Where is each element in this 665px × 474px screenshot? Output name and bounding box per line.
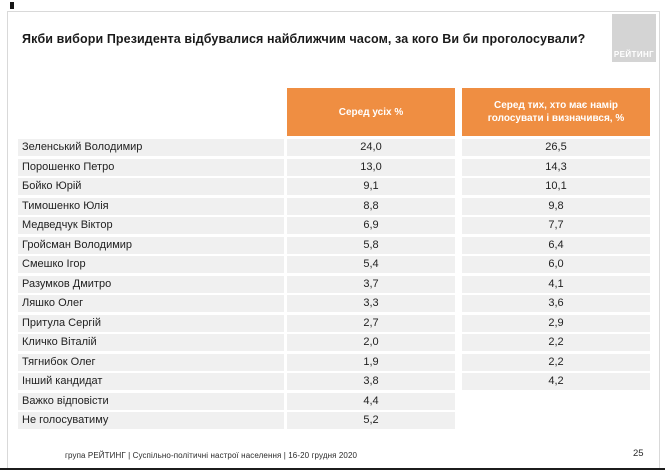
value-among-decided: 3,6 [462,295,650,312]
value-among-all: 3,7 [287,275,455,293]
value-among-decided: 4,2 [462,373,650,390]
table-row: Разумков Дмитро 3,7 4,1 [18,275,650,293]
table-row: Бойко Юрій 9,1 10,1 [18,178,650,195]
value-among-decided: 2,9 [462,314,650,332]
value-among-all: 13,0 [287,158,455,176]
table-row: Порошенко Петро 13,0 14,3 [18,158,650,176]
value-among-decided: 26,5 [462,139,650,156]
column-header-among-decided: Серед тих, хто має намір голосувати і ви… [462,88,650,136]
rating-group-logo: РЕЙТИНГ [612,14,656,62]
candidate-name: Інший кандидат [18,373,284,390]
table-row: Смешко Ігор 5,4 6,0 [18,256,650,273]
value-among-all: 6,9 [287,217,455,234]
corner-mark [10,2,14,9]
candidate-name: Зеленський Володимир [18,139,284,156]
candidate-name: Не голосуватиму [18,412,284,429]
value-among-all: 5,4 [287,256,455,273]
table-row: Гройсман Володимир 5,8 6,4 [18,236,650,254]
page-number: 25 [633,448,644,459]
value-among-decided: 4,1 [462,275,650,293]
value-among-all: 4,4 [287,392,455,410]
value-among-all: 5,8 [287,236,455,254]
table-row: Не голосуватиму 5,2 [18,412,650,429]
table-row: Тягнибок Олег 1,9 2,2 [18,353,650,371]
value-among-decided: 6,4 [462,236,650,254]
value-among-decided: 2,2 [462,334,650,351]
value-among-decided: 2,2 [462,353,650,371]
candidate-name: Разумков Дмитро [18,275,284,293]
candidate-name: Тягнибок Олег [18,353,284,371]
candidate-name: Бойко Юрій [18,178,284,195]
table-row: Кличко Віталій 2,0 2,2 [18,334,650,351]
rating-group-logo-label: РЕЙТИНГ [613,50,655,59]
value-among-all: 5,2 [287,412,455,429]
value-among-decided: 6,0 [462,256,650,273]
candidate-name: Смешко Ігор [18,256,284,273]
table-row: Зеленський Володимир 24,0 26,5 [18,139,650,156]
table-row: Притула Сергій 2,7 2,9 [18,314,650,332]
table-header: Серед усіх % Серед тих, хто має намір го… [0,88,665,136]
table-row: Тимошенко Юлія 8,8 9,8 [18,197,650,215]
candidate-name: Гройсман Володимир [18,236,284,254]
page-title: Якби вибори Президента відбувалися найбл… [22,32,586,46]
value-among-all: 1,9 [287,353,455,371]
value-among-decided [462,393,650,410]
value-among-all: 3,3 [287,295,455,312]
value-among-all: 2,0 [287,334,455,351]
value-among-all: 9,1 [287,178,455,195]
candidate-name: Медведчук Віктор [18,217,284,234]
value-among-decided: 14,3 [462,158,650,176]
value-among-all: 2,7 [287,314,455,332]
table-row: Інший кандидат 3,8 4,2 [18,373,650,390]
value-among-decided [462,412,650,429]
slide-bottom-rule [0,468,665,470]
candidate-name: Важко відповісти [18,392,284,410]
table-body: Зеленський Володимир 24,0 26,5 Порошенко Пе… [18,139,650,432]
table-row: Ляшко Олег 3,3 3,6 [18,295,650,312]
candidate-name: Кличко Віталій [18,334,284,351]
table-row: Важко відповісти 4,4 [18,392,650,410]
value-among-all: 3,8 [287,373,455,390]
candidate-name: Ляшко Олег [18,295,284,312]
value-among-all: 24,0 [287,139,455,156]
value-among-decided: 10,1 [462,178,650,195]
value-among-decided: 9,8 [462,197,650,215]
candidate-name: Тимошенко Юлія [18,197,284,215]
value-among-all: 8,8 [287,197,455,215]
candidate-name: Порошенко Петро [18,158,284,176]
column-header-among-all: Серед усіх % [287,88,455,136]
footer-source: група РЕЙТИНГ | Суспільно-політичні наст… [65,451,358,460]
candidate-name: Притула Сергій [18,314,284,332]
table-row: Медведчук Віктор 6,9 7,7 [18,217,650,234]
value-among-decided: 7,7 [462,217,650,234]
